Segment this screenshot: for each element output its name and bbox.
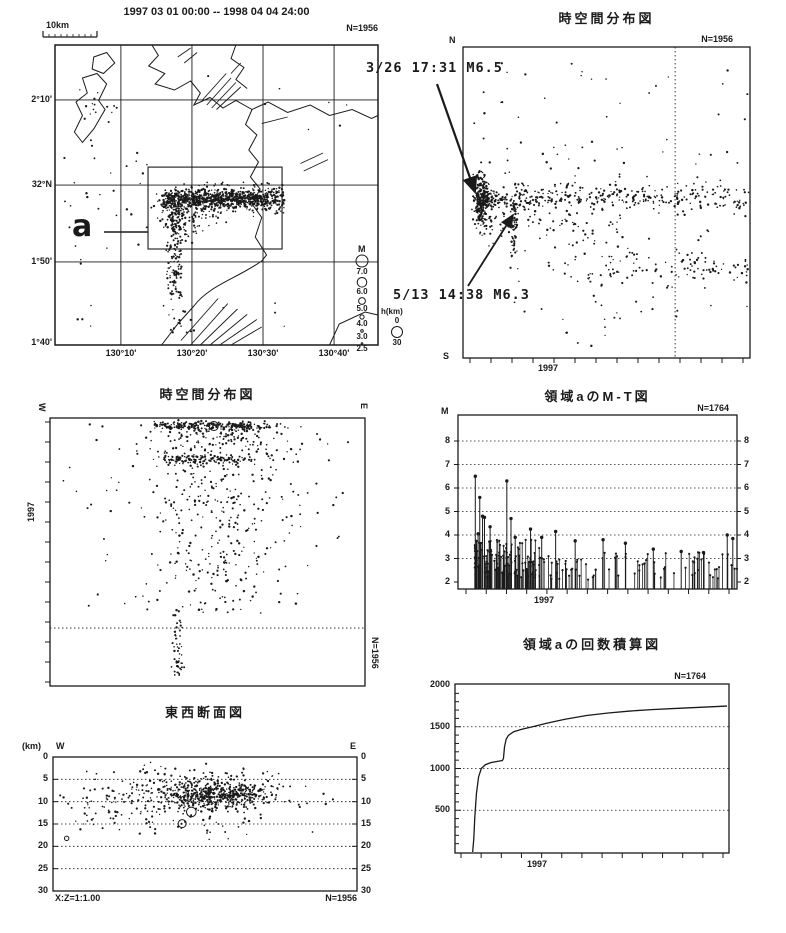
mt-ytick-left: 8	[444, 435, 450, 445]
map-mag-legend	[355, 254, 403, 345]
map-legend-depth-min: 0	[394, 316, 400, 325]
xsec-panel-graphics	[52, 756, 358, 892]
map-scalebar	[42, 31, 98, 38]
map-legend-mag-label: 2.5	[356, 343, 368, 353]
mt-ytick-left: 6	[444, 482, 450, 492]
map-panel-graphics	[55, 45, 378, 345]
cum-ytick: 500	[434, 804, 450, 815]
mt-stems	[473, 474, 739, 589]
we-panel-count: N=1956	[370, 637, 380, 669]
map-legend-depth-title: h(km)	[381, 307, 403, 316]
ns-annotation-m63: 5/13 14:38 M6.3	[393, 287, 530, 303]
map-date-range: 1997 03 01 00:00 -- 1998 04 04 24:00	[123, 6, 310, 18]
mt-panel-title: 領域aのM-T図	[544, 389, 651, 404]
xsec-depth-tick-right: 30	[361, 885, 372, 895]
map-legend-depth-max: 30	[392, 338, 402, 347]
xsec-depth-tick-right: 0	[361, 751, 367, 761]
map-legend-mag-label: 4.0	[356, 318, 368, 328]
xsec-count: N=1956	[325, 893, 357, 903]
xsec-depth-tick-right: 10	[361, 795, 372, 806]
mt-ytick-left: 7	[444, 458, 450, 469]
cum-panel-count: N=1764	[674, 671, 706, 681]
ns-axis-north-label: N	[449, 35, 456, 45]
xsec-depth-tick-left: 20	[37, 840, 48, 851]
ns-annotation-m65: 3/26 17:31 M6.5	[366, 60, 503, 76]
map-count: N=1956	[346, 23, 378, 33]
mt-ytick-right: 8	[744, 435, 750, 445]
map-legend-mag-label: 7.0	[356, 266, 368, 276]
map-lat-tick: 2°10'	[31, 94, 52, 104]
xsec-depth-tick-left: 15	[37, 818, 48, 828]
mt-ytick-right: 5	[744, 505, 750, 516]
map-lon-tick: 130°10'	[105, 348, 137, 358]
cum-ytick: 2000	[429, 679, 450, 689]
map-legend-mag-label: 6.0	[356, 286, 368, 296]
cum-ytick: 1000	[429, 762, 450, 773]
mt-ytick-right: 4	[744, 529, 750, 539]
cum-panel-title: 領域aの回数積算図	[522, 637, 662, 652]
xsec-scale-note: X:Z=1:1.00	[55, 893, 101, 903]
ns-scatter	[471, 62, 750, 348]
map-lat-tick: 32°N	[31, 179, 52, 189]
map-lon-tick: 130°20'	[176, 348, 208, 358]
we-axis-west-label: W	[37, 403, 47, 412]
xsec-depth-tick-left: 30	[37, 885, 48, 895]
map-legend-mag-label: 5.0	[356, 303, 368, 313]
xsec-depth-tick-left: 10	[37, 795, 48, 806]
map-lat-tick: 1°40'	[31, 337, 52, 347]
ns-panel-count: N=1956	[701, 34, 733, 44]
mt-ytick-left: 4	[444, 529, 450, 539]
ns-year-label: 1997	[537, 363, 559, 373]
cum-curve	[472, 705, 728, 853]
we-panel-title: 時空間分布図	[159, 387, 256, 402]
mt-ytick-right: 3	[744, 552, 750, 563]
xsec-depth-tick-right: 5	[361, 773, 367, 784]
we-scatter	[62, 419, 350, 676]
mt-ytick-right: 6	[744, 482, 750, 492]
mt-ytick-left: 2	[444, 576, 450, 586]
ns-panel-graphics	[462, 46, 751, 363]
xsec-axis-east-label: E	[350, 741, 357, 751]
map-lon-tick: 130°40'	[318, 348, 350, 358]
mt-year-label: 1997	[533, 595, 555, 605]
mt-ytick-right: 7	[744, 458, 750, 469]
mt-ytick-left: 3	[444, 552, 450, 563]
xsec-unit-label: (km)	[22, 741, 42, 751]
ns-panel-title: 時空間分布図	[558, 11, 655, 26]
xsec-depth-tick-left: 25	[37, 862, 48, 873]
map-coastlines	[74, 45, 378, 345]
map-epicenter-scatter	[63, 75, 348, 334]
xsec-panel-title: 東西断面図	[164, 705, 245, 720]
map-frame	[54, 44, 379, 346]
we-axis-east-label: E	[359, 403, 369, 410]
mt-ytick-right: 2	[744, 576, 750, 586]
map-legend-mag-title: M	[358, 244, 366, 254]
xsec-depth-tick-right: 25	[361, 862, 372, 873]
map-lon-tick: 130°30'	[247, 348, 279, 358]
map-scalebar-label: 10km	[46, 20, 70, 30]
map-region-a-box	[104, 166, 283, 250]
mt-panel-count: N=1764	[697, 403, 729, 413]
cum-panel-graphics	[454, 683, 730, 858]
xsec-depth-tick-right: 20	[361, 840, 372, 851]
mt-ytick-left: 5	[444, 505, 450, 516]
xsec-scatter	[59, 761, 334, 842]
xsec-depth-tick-left: 0	[42, 751, 48, 761]
we-panel-graphics	[45, 417, 366, 687]
xsec-depth-tick-left: 5	[42, 773, 48, 784]
mt-m-axis-label: M	[441, 406, 449, 416]
ns-axis-south-label: S	[443, 351, 450, 361]
map-legend-mag-label: 3.0	[356, 331, 368, 341]
cum-year-label: 1997	[526, 859, 548, 869]
xsec-depth-tick-right: 15	[361, 818, 372, 828]
map-region-a-label: a	[72, 209, 93, 244]
xsec-axis-west-label: W	[56, 741, 65, 751]
mt-panel-graphics	[454, 414, 741, 594]
we-year-label: 1997	[26, 501, 36, 522]
ns-annotation-arrows	[435, 83, 514, 287]
map-lat-tick: 1°50'	[31, 256, 52, 266]
cum-ytick: 1500	[429, 720, 450, 731]
